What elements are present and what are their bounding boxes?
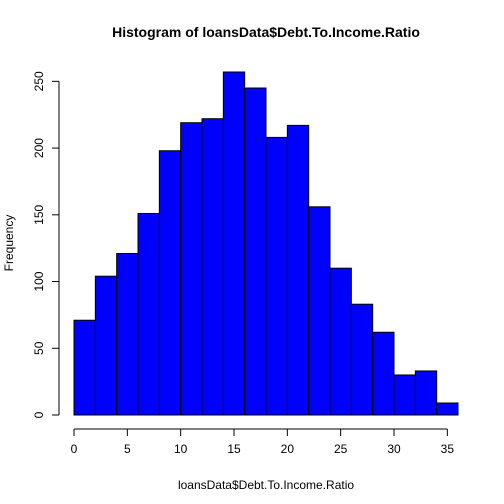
x-tick-label: 15 — [227, 442, 241, 456]
histogram-bar — [372, 331, 395, 416]
histogram-bar — [137, 212, 160, 416]
histogram-bar — [393, 374, 416, 416]
histogram-bar — [116, 253, 139, 416]
x-tick-label: 35 — [441, 442, 455, 456]
histogram-bar — [436, 402, 459, 416]
y-axis: 0 50 100 150 200 250 — [32, 71, 60, 418]
histogram-bar — [350, 303, 374, 416]
x-axis-label: loansData$Debt.To.Income.Ratio — [178, 478, 354, 492]
histogram-bar — [158, 150, 182, 416]
y-tick-label: 50 — [32, 341, 46, 355]
chart-title: Histogram of loansData$Debt.To.Income.Ra… — [112, 24, 420, 40]
histogram-bar — [244, 87, 267, 416]
histogram-bar — [94, 275, 118, 416]
x-tick-label: 30 — [387, 442, 401, 456]
y-tick-label: 250 — [32, 71, 46, 91]
y-tick-label: 100 — [32, 271, 46, 291]
x-tick-label: 5 — [124, 442, 131, 456]
histogram-bar — [73, 319, 96, 416]
x-axis: 0 5 10 15 20 25 30 35 — [71, 428, 455, 456]
x-tick-label: 25 — [334, 442, 348, 456]
histogram-bar — [201, 118, 224, 416]
y-tick-label: 150 — [32, 204, 46, 224]
y-axis-label: Frequency — [2, 215, 16, 272]
histogram-bar — [286, 124, 310, 416]
y-tick-label: 200 — [32, 138, 46, 158]
histogram-bar — [265, 136, 288, 416]
histogram-bar — [222, 71, 246, 416]
bars-group — [73, 71, 459, 416]
histogram-bar — [329, 267, 352, 416]
histogram-bar — [308, 206, 331, 416]
histogram-bar — [414, 370, 438, 416]
x-tick-label: 10 — [174, 442, 188, 456]
y-tick-label: 0 — [32, 411, 46, 418]
x-tick-label: 20 — [281, 442, 295, 456]
x-tick-label: 0 — [71, 442, 78, 456]
histogram-bar — [180, 122, 203, 416]
